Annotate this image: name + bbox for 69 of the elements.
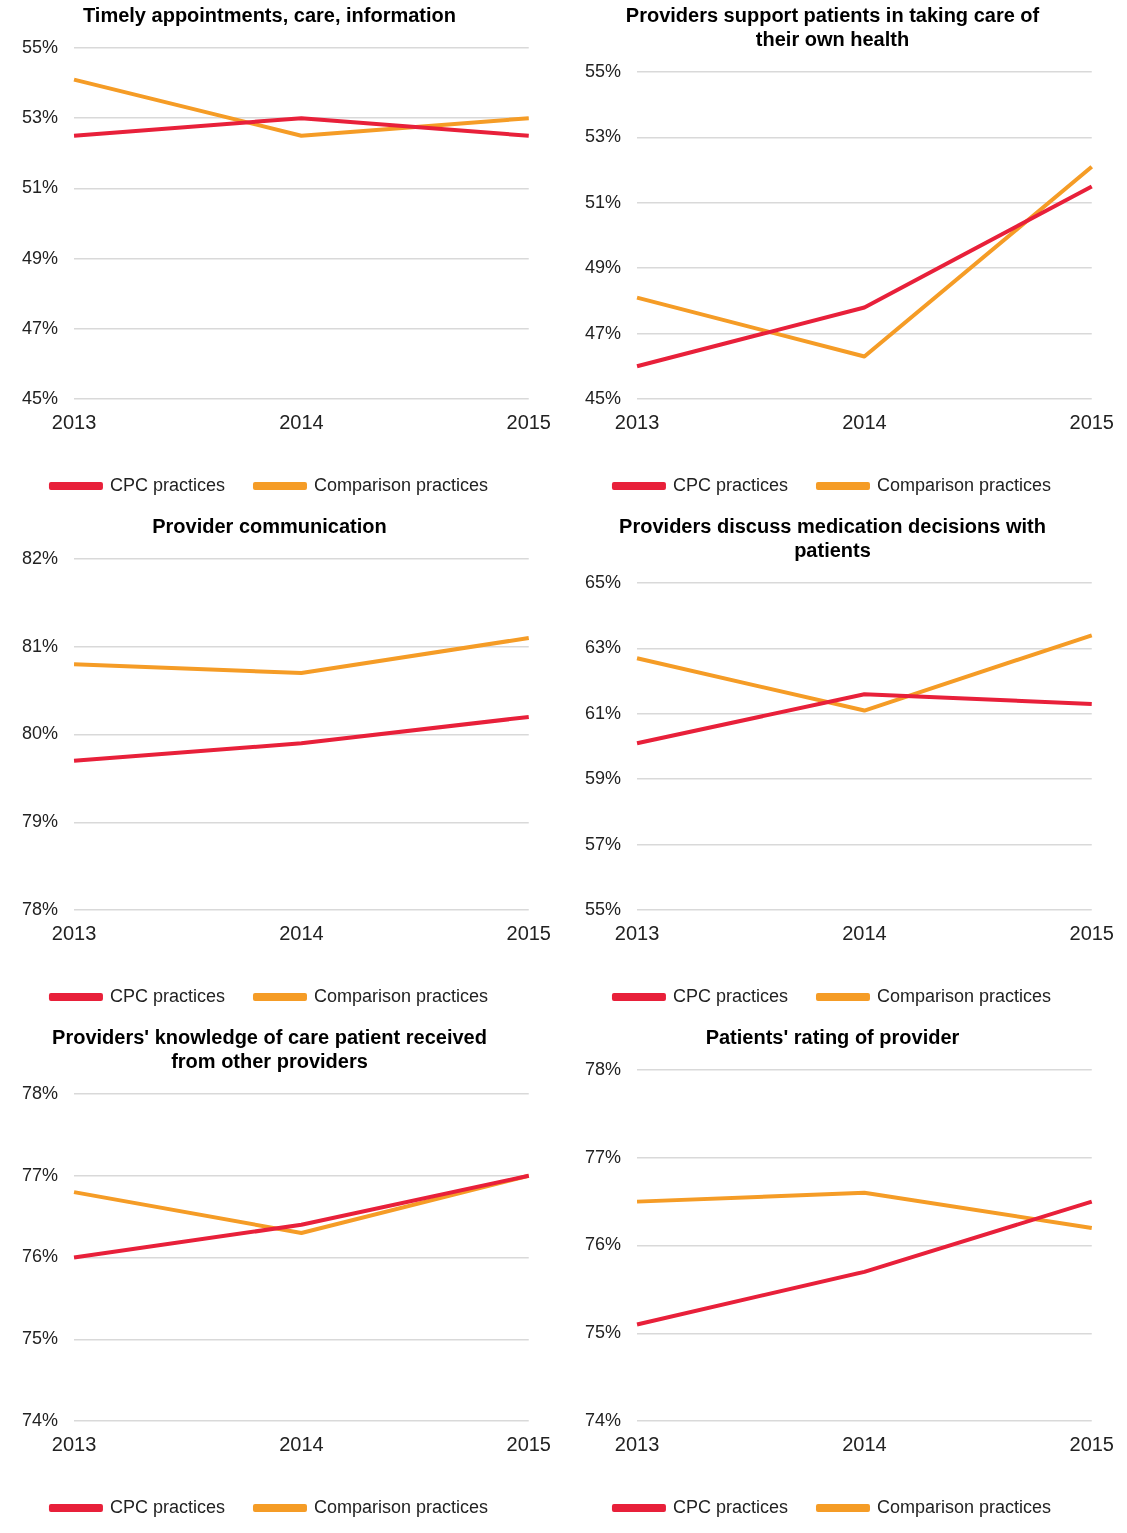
y-tick-label: 47% <box>585 322 622 343</box>
legend-label: Comparison practices <box>313 985 489 1006</box>
x-tick-label: 2014 <box>279 1432 324 1455</box>
legend-label: Comparison practices <box>313 474 489 495</box>
y-tick-label: 55% <box>585 898 622 919</box>
y-tick-label: 55% <box>585 60 622 81</box>
y-tick-label: 59% <box>585 768 622 789</box>
y-tick-label: 53% <box>22 107 59 128</box>
chart-title: Providers' knowledge of care patient received from other providers <box>52 1025 487 1072</box>
y-tick-label: 53% <box>585 126 622 147</box>
x-tick-label: 2015 <box>506 1432 551 1455</box>
chart-title: Providers support patients in taking care of their own health <box>625 3 1040 50</box>
y-tick-label: 74% <box>22 1409 59 1430</box>
y-tick-label: 82% <box>22 547 59 568</box>
y-tick-label: 78% <box>22 1082 59 1103</box>
y-tick-label: 49% <box>22 247 59 268</box>
y-tick-label: 51% <box>585 191 622 212</box>
x-tick-label: 2014 <box>279 921 324 944</box>
x-tick-label: 2015 <box>1069 410 1114 433</box>
y-tick-label: 76% <box>22 1246 59 1267</box>
x-tick-label: 2014 <box>842 410 887 433</box>
legend-label: CPC practices <box>672 474 788 495</box>
x-tick-label: 2014 <box>842 921 887 944</box>
x-tick-label: 2013 <box>51 410 97 433</box>
chart-title: Provider communication <box>152 514 387 537</box>
legend-label: CPC practices <box>109 985 225 1006</box>
x-tick-label: 2015 <box>506 921 551 944</box>
y-tick-label: 79% <box>22 811 59 832</box>
legend-label: CPC practices <box>109 474 225 495</box>
y-tick-label: 45% <box>22 387 59 408</box>
y-tick-label: 76% <box>585 1234 622 1255</box>
x-tick-label: 2013 <box>51 921 97 944</box>
chart-title: Patients' rating of provider <box>705 1025 960 1048</box>
y-tick-label: 81% <box>22 635 59 656</box>
legend-label: Comparison practices <box>876 474 1052 495</box>
y-tick-label: 74% <box>585 1409 622 1430</box>
y-tick-label: 75% <box>22 1328 59 1349</box>
y-tick-label: 65% <box>585 571 622 592</box>
y-tick-label: 51% <box>22 177 59 198</box>
legend-label: CPC practices <box>672 985 788 1006</box>
y-tick-label: 45% <box>585 387 622 408</box>
legend-label: CPC practices <box>672 1496 788 1517</box>
x-tick-label: 2015 <box>506 410 551 433</box>
y-tick-label: 77% <box>22 1164 59 1185</box>
y-tick-label: 78% <box>585 1058 622 1079</box>
x-tick-label: 2015 <box>1069 1432 1114 1455</box>
chart-title: Providers discuss medication decisions with patients <box>619 514 1046 561</box>
x-tick-label: 2013 <box>614 921 660 944</box>
x-tick-label: 2013 <box>51 1432 97 1455</box>
x-tick-label: 2013 <box>614 410 660 433</box>
chart-title: Timely appointments, care, information <box>82 3 457 26</box>
y-tick-label: 57% <box>585 833 622 854</box>
y-tick-label: 75% <box>585 1322 622 1343</box>
x-tick-label: 2014 <box>842 1432 887 1455</box>
y-tick-label: 78% <box>22 898 59 919</box>
x-tick-label: 2015 <box>1069 921 1114 944</box>
legend-label: Comparison practices <box>876 985 1052 1006</box>
x-tick-label: 2013 <box>614 1432 660 1455</box>
legend-label: Comparison practices <box>313 1496 489 1517</box>
y-tick-label: 77% <box>585 1146 622 1167</box>
y-tick-label: 49% <box>585 257 622 278</box>
y-tick-label: 61% <box>585 702 622 723</box>
legend-label: CPC practices <box>109 1496 225 1517</box>
x-tick-label: 2014 <box>279 410 324 433</box>
y-tick-label: 63% <box>585 637 622 658</box>
legend-label: Comparison practices <box>876 1496 1052 1517</box>
y-tick-label: 55% <box>22 36 59 57</box>
y-tick-label: 47% <box>22 317 59 338</box>
y-tick-label: 80% <box>22 723 59 744</box>
